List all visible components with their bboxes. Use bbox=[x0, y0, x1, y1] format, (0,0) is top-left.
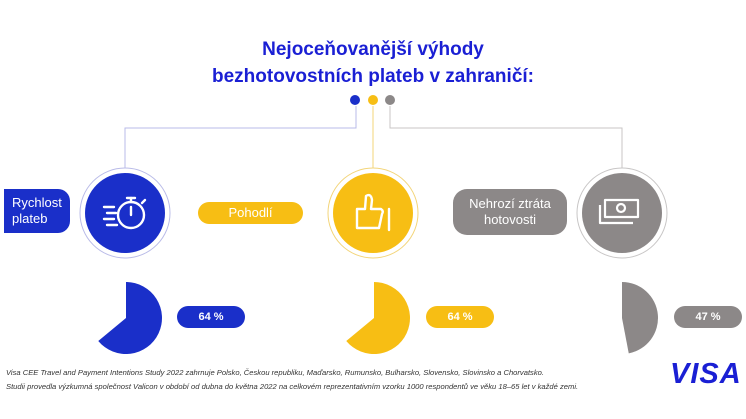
visa-logo: VISA bbox=[670, 358, 742, 390]
dot-blue bbox=[350, 95, 360, 105]
pie-segment-yellow bbox=[346, 282, 410, 354]
footnote-line-1: Visa CEE Travel and Payment Intentions S… bbox=[6, 368, 544, 377]
circle-blue bbox=[85, 173, 165, 253]
page-title: Nejoceňovanější výhody bezhotovostních p… bbox=[0, 36, 746, 90]
label-rychlost-plateb: Rychlost plateb bbox=[4, 189, 70, 233]
percent-badge-rychlost: 64 % bbox=[177, 306, 245, 328]
footnote: Visa CEE Travel and Payment Intentions S… bbox=[6, 366, 578, 394]
cash-icon bbox=[598, 198, 640, 225]
dot-gray bbox=[385, 95, 395, 105]
circle-yellow bbox=[333, 173, 413, 253]
connector-line-blue bbox=[124, 106, 357, 168]
label-nehrozi-ztrata-hotovosti: Nehrozí ztráta hotovosti bbox=[453, 189, 567, 235]
connector-line-gray bbox=[389, 106, 623, 168]
thumbs-up-icon bbox=[355, 193, 391, 232]
title-line-1: Nejoceňovanější výhody bbox=[262, 39, 484, 60]
title-line-2: bezhotovostních plateb v zahraničí: bbox=[212, 66, 534, 87]
label-pohodli: Pohodlí bbox=[198, 202, 303, 224]
footnote-line-2: Studii provedla výzkumná společnost Vali… bbox=[6, 382, 579, 391]
percent-badge-pohodli: 64 % bbox=[426, 306, 494, 328]
dot-yellow bbox=[368, 95, 378, 105]
percent-pies bbox=[98, 282, 658, 354]
stopwatch-icon bbox=[102, 196, 147, 230]
pie-segment-blue bbox=[98, 282, 162, 354]
percent-badge-nehrozi: 47 % bbox=[674, 306, 742, 328]
pie-segment-gray bbox=[622, 282, 658, 354]
